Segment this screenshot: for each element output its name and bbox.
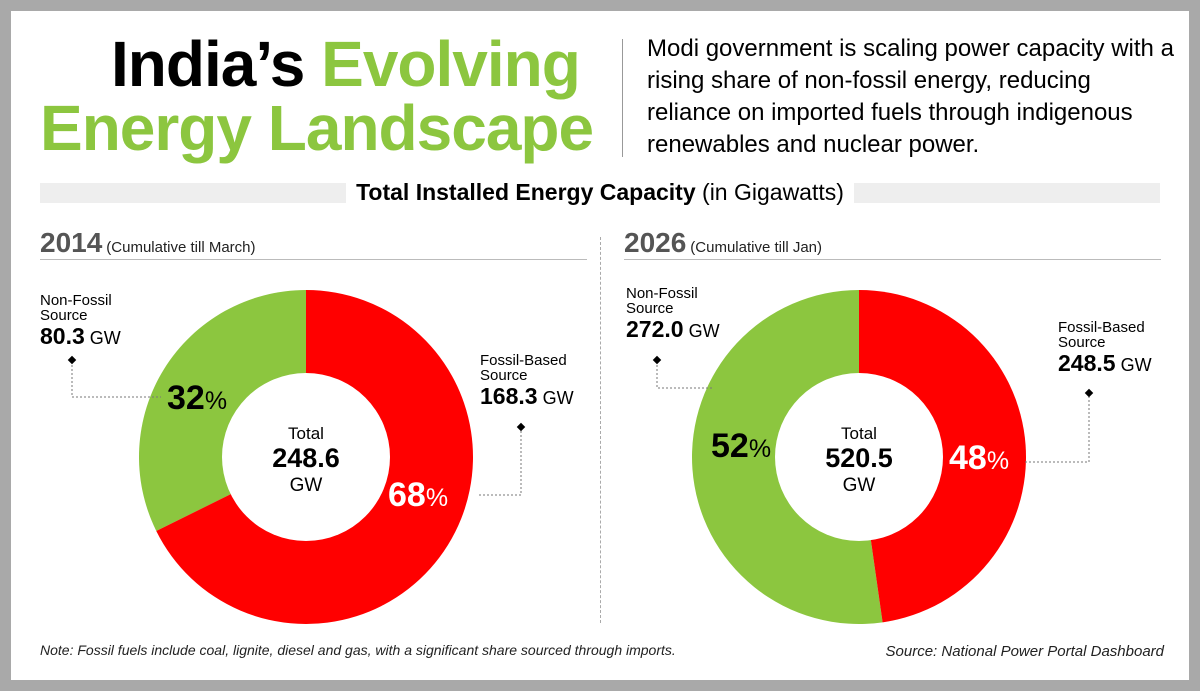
value-number: 168.3 [480,383,538,409]
value-unit: GW [89,328,121,348]
section-title-unit: (in Gigawatts) [702,179,844,205]
value-unit: GW [688,321,720,341]
year-heading-2026: 2026 (Cumulative till Jan) [624,227,822,259]
donut-hole-2026 [775,373,943,541]
label-fossil-2026: Fossil-Based Source 248.5 GW [1058,320,1152,378]
source-credit: Source: National Power Portal Dashboard [885,643,1164,660]
leader-line-non-fossil-2014 [71,361,161,398]
donut-chart-2026: Total 520.5 GW 52% 48% [652,290,1094,624]
leader-dot [67,355,77,365]
label-non-fossil-2014: Non-Fossil Source 80.3 GW [40,293,121,351]
label-value: 248.5 GW [1058,350,1152,378]
center-total-unit: GW [290,475,323,496]
center-total-label: Total [288,424,324,443]
heading-rule-left [40,259,587,260]
leader-line-fossil-2026 [1023,396,1090,463]
year-heading-2014: 2014 (Cumulative till March) [40,227,256,259]
label-name-line1: Non-Fossil [40,292,112,309]
label-name-line2: Source [1058,334,1106,351]
leader-line-non-fossil-2026 [656,361,714,389]
label-non-fossil-2026: Non-Fossil Source 272.0 GW [626,286,720,344]
section-title-bold: Total Installed Energy Capacity [356,179,696,205]
year-label: 2026 [624,227,687,258]
value-unit: GW [1120,355,1152,375]
center-total-value: 520.5 [825,443,893,473]
center-total-unit: GW [843,475,876,496]
label-name-line1: Fossil-Based [1058,319,1145,336]
label-name-line1: Fossil-Based [480,352,567,369]
period-note: (Cumulative till Jan) [690,239,823,256]
percent-label-non-fossil-2014: 32% [167,379,227,417]
title-evolving: Evolving [321,28,581,100]
title-india: India’s [111,28,322,100]
value-number: 272.0 [626,316,684,342]
percent-label-non-fossil-2026: 52% [711,427,771,465]
year-label: 2014 [40,227,103,258]
section-title: Total Installed Energy Capacity (in Giga… [11,179,1189,206]
label-name-line2: Source [40,307,88,324]
leader-dot [1084,388,1094,398]
donut-charts: Total 248.6 GW 32% 68% Total 520.5 GW 52… [67,290,1094,625]
page-title-line1: India’s Evolving [111,28,581,100]
percent-label-fossil-2026: 48% [949,439,1009,477]
label-value: 272.0 GW [626,316,720,344]
label-value: 80.3 GW [40,323,121,351]
leader-line-fossil-2014 [479,431,522,496]
value-number: 80.3 [40,323,85,349]
label-name-line2: Source [480,367,528,384]
center-total-value: 248.6 [272,443,340,473]
heading-rule-right [624,259,1161,260]
center-total-label: Total [841,424,877,443]
leader-dot [516,422,526,432]
donut-hole-2014 [222,373,390,541]
label-name-line2: Source [626,300,674,317]
footnote: Note: Fossil fuels include coal, lignite… [40,642,676,658]
percent-label-fossil-2014: 68% [388,476,448,514]
period-note: (Cumulative till March) [106,239,256,256]
value-number: 248.5 [1058,350,1116,376]
infographic-frame: India’s Evolving Energy Landscape Modi g… [11,11,1189,680]
title-divider [622,39,623,157]
page-title-line2: Energy Landscape [40,92,594,164]
label-fossil-2014: Fossil-Based Source 168.3 GW [480,353,574,411]
value-unit: GW [542,388,574,408]
donut-chart-2014: Total 248.6 GW 32% 68% [67,290,526,625]
subtitle: Modi government is scaling power capacit… [647,35,1174,158]
label-name-line1: Non-Fossil [626,285,698,302]
leader-dot [652,355,662,365]
label-value: 168.3 GW [480,383,574,411]
center-divider [600,237,601,623]
